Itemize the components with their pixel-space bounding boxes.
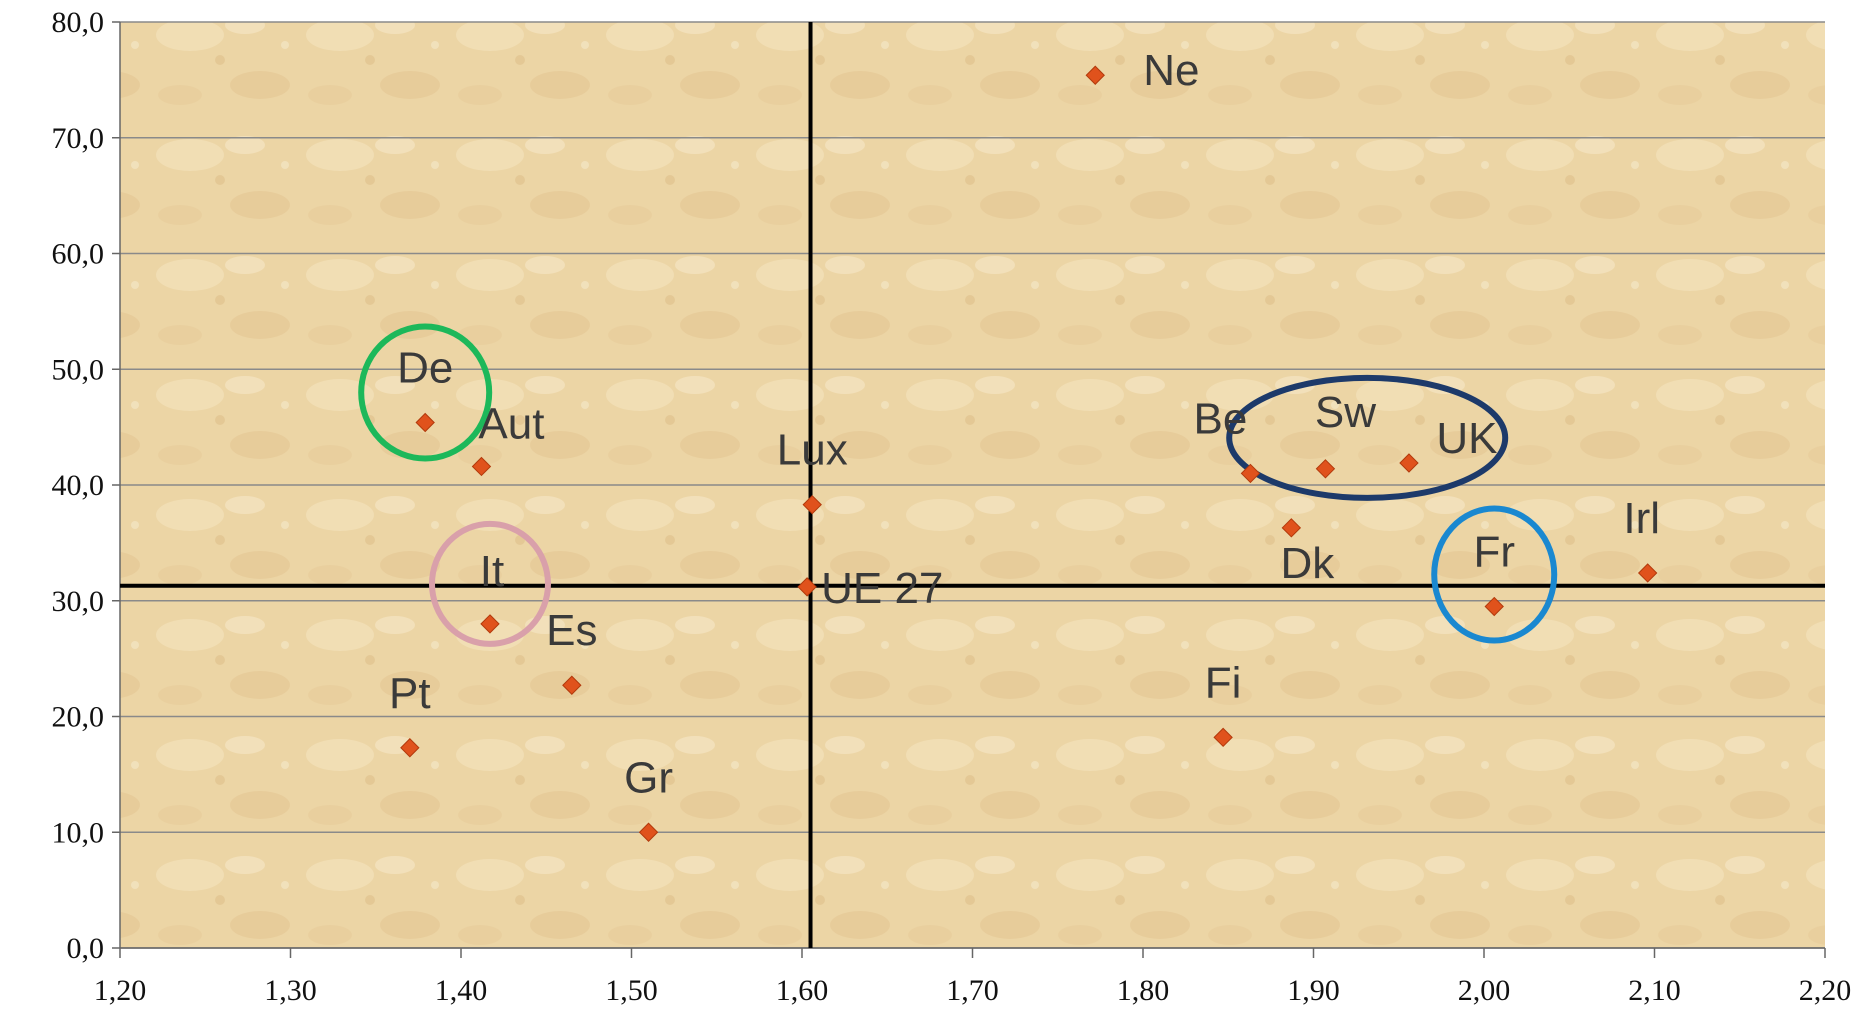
point-label-aut: Aut	[478, 399, 544, 448]
y-tick-label: 70,0	[52, 122, 105, 155]
x-tick-label: 1,50	[605, 974, 658, 1007]
point-label-gr: Gr	[624, 753, 673, 802]
x-tick-label: 1,70	[946, 974, 999, 1007]
point-fi	[1213, 727, 1233, 748]
point-es	[562, 675, 582, 695]
y-tick-label: 60,0	[52, 238, 105, 271]
point-label-es: Es	[546, 606, 597, 655]
point-uk	[1399, 453, 1419, 473]
x-tick-label: 1,20	[94, 974, 147, 1007]
x-tick-label: 2,00	[1458, 974, 1511, 1007]
point-ue-27	[797, 577, 817, 597]
point-ne	[1085, 65, 1105, 85]
point-fr	[1484, 596, 1504, 617]
point-label-pt: Pt	[389, 669, 431, 718]
point-aut	[471, 456, 492, 477]
y-tick-label: 10,0	[52, 816, 105, 849]
y-tick-label: 0,0	[67, 932, 105, 965]
point-dk	[1281, 518, 1302, 538]
highlight-de	[358, 323, 493, 462]
point-it	[480, 614, 500, 634]
point-label-lux: Lux	[777, 426, 848, 475]
point-label-be: Be	[1194, 394, 1248, 443]
y-tick-label: 20,0	[52, 701, 105, 734]
point-label-ue-27: UE 27	[821, 564, 943, 613]
highlight-circles	[358, 323, 1558, 647]
reference-lines	[120, 22, 1825, 948]
x-tick-label: 1,80	[1117, 974, 1170, 1007]
point-labels: Ne De Aut Lux Be Sw UK Dk Irl Fr It UE 27 Es Pt Fi Gr	[389, 46, 1660, 802]
point-label-it: It	[480, 547, 504, 596]
point-label-dk: Dk	[1280, 539, 1335, 588]
y-tick-label: 50,0	[52, 353, 105, 386]
tick-labels: 0,0 10,0 20,0 30,0 40,0 50,0 60,0 70,0 80,0 1,20 1…	[52, 6, 1852, 1007]
data-points	[400, 65, 1658, 842]
point-label-uk: UK	[1436, 414, 1497, 463]
point-label-de: De	[397, 343, 453, 392]
point-label-fi: Fi	[1205, 658, 1242, 707]
point-label-sw: Sw	[1315, 388, 1376, 437]
x-tick-label: 2,10	[1628, 974, 1681, 1007]
x-tick-label: 2,20	[1799, 974, 1852, 1007]
x-tick-label: 1,30	[264, 974, 317, 1007]
x-tick-label: 1,40	[435, 974, 488, 1007]
highlight-fr	[1431, 505, 1558, 644]
y-tick-label: 80,0	[52, 6, 105, 39]
highlight-it	[428, 520, 551, 647]
y-tick-label: 30,0	[52, 585, 105, 618]
x-tick-label: 1,60	[776, 974, 829, 1007]
point-label-ne: Ne	[1143, 46, 1199, 95]
point-de	[415, 412, 435, 433]
point-pt	[400, 738, 420, 758]
point-gr	[638, 822, 659, 842]
point-lux	[802, 494, 822, 515]
point-be	[1240, 463, 1261, 484]
y-tick-label: 40,0	[52, 469, 105, 502]
point-irl	[1637, 563, 1658, 583]
x-tick-label: 1,90	[1287, 974, 1340, 1007]
axes	[112, 21, 1826, 958]
point-label-irl: Irl	[1623, 494, 1660, 543]
point-sw	[1315, 459, 1336, 479]
point-label-fr: Fr	[1473, 528, 1515, 577]
highlight-sw-uk	[1226, 374, 1509, 501]
